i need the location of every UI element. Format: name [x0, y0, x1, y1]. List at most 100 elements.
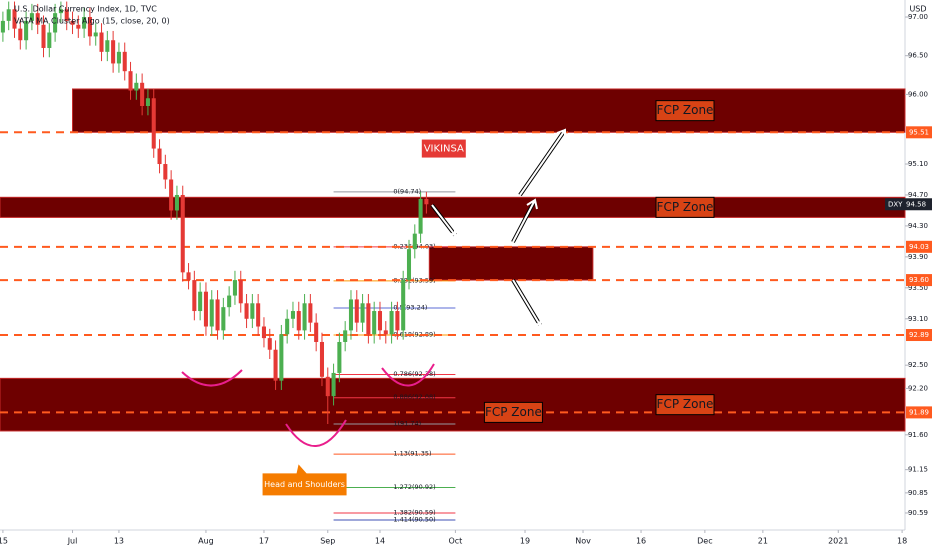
candle-body — [151, 98, 156, 149]
right-shoulder-arc — [381, 363, 435, 387]
candle-body — [348, 299, 354, 331]
currency: USD — [909, 5, 926, 14]
level-label: 95.51 — [909, 128, 929, 136]
x-tick-label: 19 — [520, 537, 530, 546]
candle-body — [314, 322, 319, 342]
candle-body — [105, 40, 110, 52]
candle-body — [87, 17, 92, 37]
candle-body — [6, 9, 11, 21]
y-tick-label: 90.59 — [908, 509, 928, 517]
candle-body — [273, 349, 278, 381]
candle-body — [93, 32, 98, 37]
zone-label: FCP Zone — [657, 397, 714, 411]
arrow — [512, 198, 538, 243]
fib-label: 1.382(90.59) — [393, 508, 435, 516]
y-tick-label: 91.60 — [908, 431, 928, 439]
y-tick-label: 94.30 — [908, 222, 928, 230]
candle-body — [319, 341, 325, 377]
fib-label: 0.786(92.38) — [393, 370, 435, 378]
candle-body — [215, 299, 220, 331]
y-tick-label: 96.50 — [908, 52, 928, 60]
current-symbol: DXY — [888, 200, 903, 208]
candle-body — [377, 311, 383, 331]
x-tick-label: Oct — [448, 537, 462, 546]
candle-body — [174, 194, 179, 211]
current-price-box — [885, 198, 932, 211]
x-tick-label: 14 — [375, 537, 385, 546]
fib-label: 1.13(91.35) — [393, 450, 431, 458]
x-tick-label: 13 — [114, 537, 124, 546]
candle-body — [122, 51, 127, 72]
zone-label-box — [655, 100, 715, 122]
candle-body — [128, 71, 133, 91]
candle-body — [186, 272, 191, 281]
axes: 97.00 96.50 96.00 95.10 94.70 94.30 93.90 93.50… — [0, 13, 932, 546]
candle-body — [285, 318, 290, 335]
y-tick-label: 92.50 — [908, 361, 928, 369]
candle-body — [308, 303, 313, 323]
y-tick-label: 94.70 — [908, 191, 928, 199]
y-tick-label: 90.85 — [908, 489, 928, 497]
candle-body — [221, 307, 226, 331]
zone — [72, 88, 906, 133]
y-tick-label: 92.20 — [908, 384, 928, 392]
candle-body — [296, 311, 301, 331]
x-tick-label: 18 — [897, 537, 907, 546]
level-label: 93.60 — [909, 276, 929, 284]
candle-body — [145, 98, 150, 106]
candle-body — [192, 280, 197, 312]
level-label-box — [906, 274, 932, 287]
fib-label: 0(94.74) — [393, 187, 421, 195]
zone-label-box — [655, 196, 715, 218]
candle-body — [29, 13, 34, 21]
zone — [0, 377, 906, 432]
zone-label: FCP Zone — [485, 405, 542, 419]
chart-title: U.S. Dollar Currency Index, 1D, TVC — [14, 5, 157, 14]
candle-body — [134, 82, 139, 91]
current-price: 94.58 — [906, 200, 926, 208]
candle-body — [389, 311, 394, 335]
candle-body — [47, 32, 52, 48]
candle-body — [354, 299, 359, 323]
candle-body — [325, 376, 330, 397]
level-label-box — [906, 329, 932, 342]
candle-body — [53, 13, 58, 33]
candle-body — [360, 303, 365, 323]
callout-box — [262, 464, 347, 496]
candle-body — [232, 280, 237, 296]
level-label: 94.03 — [909, 243, 929, 251]
fib-label: 0.5(93.24) — [393, 303, 427, 311]
x-tick-label: Nov — [575, 537, 591, 546]
candle-body — [180, 194, 185, 273]
candle-body — [267, 338, 272, 350]
level-label: 92.89 — [909, 331, 929, 339]
levels — [0, 131, 905, 414]
level-label-box — [906, 406, 932, 419]
candles — [0, 1, 429, 424]
candle-body — [99, 32, 104, 52]
candle-body — [302, 303, 307, 331]
candle-body — [116, 51, 121, 64]
candle-body — [163, 164, 168, 180]
y-tick-label: 93.90 — [908, 253, 928, 261]
candle-body — [157, 148, 162, 165]
candle-body — [82, 17, 87, 29]
x-tick-label: 15 — [0, 537, 8, 546]
candle-body — [35, 13, 40, 25]
candle-body — [406, 249, 412, 281]
x-tick-label: Jul — [67, 537, 78, 546]
annotation-box — [421, 139, 466, 158]
candle-body — [279, 334, 284, 381]
candle-body — [24, 20, 29, 41]
fib-label: 1(91.74) — [393, 420, 421, 428]
zone-label: FCP Zone — [657, 103, 714, 117]
annotations: FCP Zone FCP Zone FCP Zone VIKINSA Head and … — [262, 100, 715, 496]
candle-body — [18, 28, 23, 41]
x-tick-label: 21 — [758, 537, 768, 546]
fib-label: 0.886(92.08) — [393, 393, 435, 401]
candle-body — [169, 179, 174, 211]
candle-body — [111, 40, 116, 64]
candle-body — [0, 20, 5, 33]
